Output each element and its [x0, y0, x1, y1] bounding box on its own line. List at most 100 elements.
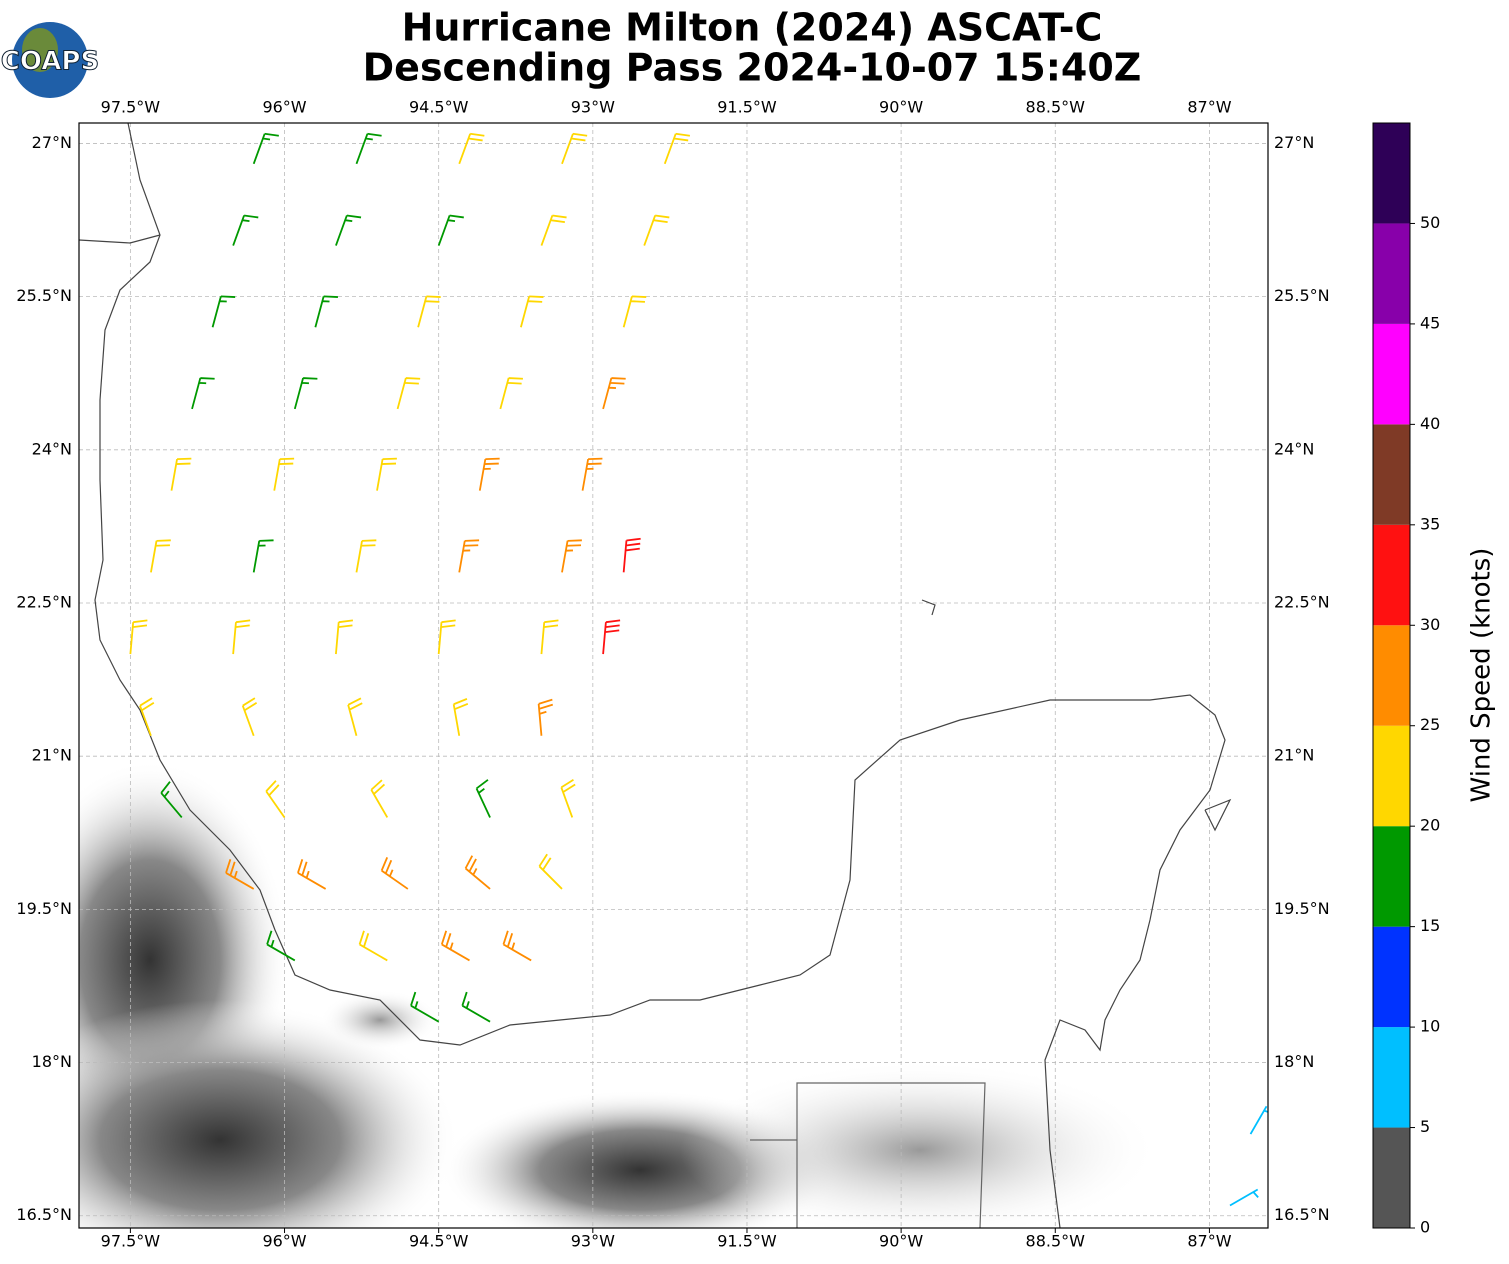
colorbar-segment	[1373, 323, 1410, 425]
wind-barb	[129, 619, 148, 655]
coastline	[94, 123, 1226, 1228]
logo-text: COAPS	[1, 47, 99, 77]
wind-barb	[252, 132, 279, 165]
wind-barb	[396, 377, 421, 410]
x-tick-label: 91.5°W	[717, 98, 777, 117]
colorbar-tick-label: 50	[1420, 213, 1440, 232]
y-tick-label: 18°N	[32, 1052, 72, 1071]
y-tick-label: 24°N	[1274, 439, 1314, 458]
wind-barb	[537, 698, 554, 736]
x-tick-label: 93°W	[571, 98, 615, 117]
y-tick-label: 25.5°N	[1274, 286, 1330, 305]
colorbar-frame	[1372, 122, 1411, 1229]
colorbar-tick-label: 20	[1420, 816, 1440, 835]
x-tick-label: 90°W	[879, 98, 923, 117]
wind-barb	[417, 295, 441, 328]
wind-barb	[538, 853, 563, 890]
y-tick-label: 27°N	[32, 133, 72, 152]
colorbar-label: Wind Speed (knots)	[1467, 548, 1497, 803]
subtitle: Descending Pass 2024-10-07 15:40Z	[363, 46, 1142, 90]
colorbar-segment	[1373, 725, 1410, 827]
x-tick-label: 87°W	[1187, 1232, 1231, 1251]
colorbar-segment	[1373, 123, 1410, 224]
wind-barb	[232, 619, 251, 655]
y-tick-label: 24°N	[32, 439, 72, 458]
colorbar-tick-label: 5	[1420, 1117, 1430, 1136]
colorbar-segment	[1373, 926, 1410, 1028]
wind-barb	[266, 930, 296, 962]
x-tick-label: 96°W	[262, 1232, 306, 1251]
wind-barb	[358, 930, 388, 962]
wind-barb	[355, 132, 382, 165]
wind-barb	[437, 619, 456, 655]
wind-barb	[314, 295, 338, 328]
colorbar-tick-label: 0	[1420, 1218, 1430, 1237]
y-tick-label: 16.5°N	[16, 1205, 72, 1224]
colorbar-segment	[1373, 524, 1410, 626]
wind-barb	[225, 859, 255, 890]
wind-barb	[232, 214, 259, 246]
colorbar-segment	[1373, 1127, 1410, 1228]
coastline	[79, 234, 161, 244]
logo: COAPS	[0, 22, 100, 98]
island	[1204, 798, 1232, 832]
y-tick-label: 18°N	[1274, 1052, 1314, 1071]
wind-barb	[437, 214, 464, 246]
wind-barb	[170, 457, 192, 491]
wind-barb	[211, 295, 236, 328]
wind-barb	[464, 855, 491, 890]
wind-barb	[380, 857, 409, 890]
y-tick-label: 19.5°N	[16, 899, 72, 918]
y-tick-label: 21°N	[1274, 746, 1314, 765]
wind-barb	[347, 697, 363, 736]
terrain	[79, 1000, 460, 1228]
wind-barb	[602, 619, 621, 655]
y-tick-label: 27°N	[1274, 133, 1314, 152]
logo-land	[22, 28, 58, 72]
wind-barb	[376, 457, 397, 491]
wind-barb	[622, 537, 641, 573]
wind-barb	[160, 781, 183, 819]
wind-barb	[273, 457, 295, 491]
x-tick-label: 88.5°W	[1026, 1232, 1086, 1251]
colorbar-segment	[1373, 625, 1410, 726]
wind-barb	[139, 697, 155, 737]
wind-barb	[502, 930, 532, 962]
x-tick-label: 88.5°W	[1026, 98, 1086, 117]
wind-barb	[560, 779, 576, 818]
y-tick-label: 22.5°N	[1274, 592, 1330, 611]
title: Hurricane Milton (2024) ASCAT-C	[402, 6, 1103, 50]
wind-barb	[478, 457, 500, 491]
wind-barb	[622, 295, 647, 328]
wind-barb	[370, 779, 389, 818]
map-frame	[78, 122, 1269, 1229]
grid	[79, 123, 1268, 1228]
wind-barb	[461, 991, 491, 1023]
wind-barb	[520, 295, 544, 328]
wind-barb	[440, 930, 470, 962]
x-tick-label: 87°W	[1187, 98, 1231, 117]
wind-barb	[252, 539, 274, 573]
y-tick-label: 21°N	[32, 746, 72, 765]
y-tick-label: 19.5°N	[1274, 899, 1330, 918]
wind-barb	[581, 457, 603, 491]
wind-barb	[643, 214, 670, 246]
wind-barb	[265, 780, 286, 818]
colorbar-tick-label: 10	[1420, 1017, 1440, 1036]
colorbar-tick-label: 30	[1420, 615, 1440, 634]
y-tick-label: 25.5°N	[16, 286, 72, 305]
wind-barb	[458, 539, 480, 573]
wind-barb	[561, 539, 582, 573]
x-tick-label: 91.5°W	[717, 1232, 777, 1251]
y-tick-label: 22.5°N	[16, 592, 72, 611]
terrain	[680, 1060, 1160, 1228]
wind-barb	[241, 697, 258, 737]
coastlines	[79, 123, 1232, 1228]
colorbar-segment	[1373, 424, 1410, 525]
terrain	[320, 990, 440, 1050]
colorbar-tick-label: 25	[1420, 715, 1440, 734]
x-tick-label: 90°W	[879, 1232, 923, 1251]
wind-barb	[1229, 1188, 1259, 1207]
wind-barb	[540, 619, 559, 655]
wind-barb	[335, 619, 354, 655]
